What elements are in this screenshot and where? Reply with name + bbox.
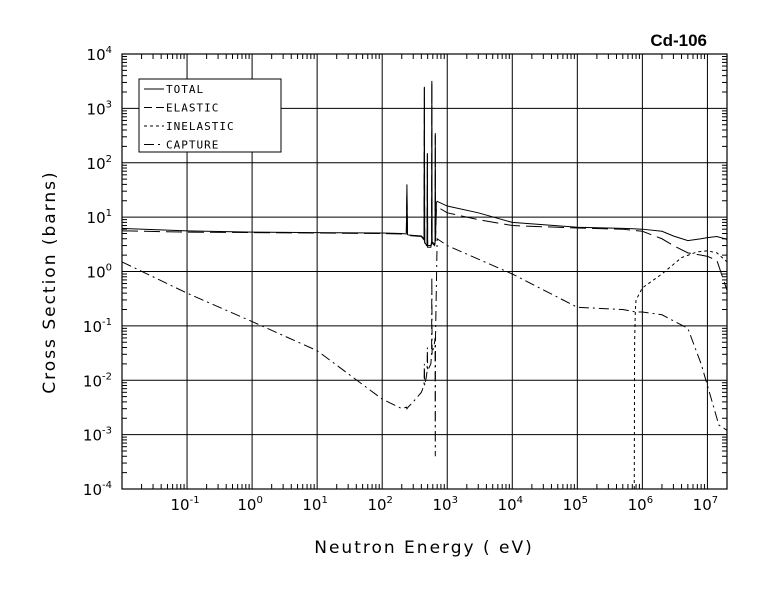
y-tick-label: 102	[87, 154, 112, 173]
x-axis-title: Neutron Energy ( eV)	[314, 538, 534, 558]
y-tick-label: 103	[87, 99, 112, 118]
x-tick-label: 106	[628, 495, 653, 514]
series-lines	[122, 80, 727, 489]
series-line-capture	[122, 237, 727, 457]
x-tick-label: 101	[302, 495, 327, 514]
x-tick-label: 103	[432, 495, 457, 514]
x-tick-label: 104	[498, 495, 523, 514]
y-tick-label: 101	[87, 208, 112, 227]
legend-label-elastic: ELASTIC	[166, 102, 219, 115]
x-axis-ticks: 10-1 100 101 102 103 104 105 106 107	[171, 495, 719, 514]
legend-label-capture: CAPTURE	[166, 139, 219, 152]
y-tick-label: 10-4	[83, 480, 112, 499]
y-tick-label: 104	[87, 45, 112, 64]
y-axis-ticks: 10-4 10-3 10-2 10-1 100 101 102 103 104	[83, 45, 112, 499]
y-tick-label: 10-1	[83, 317, 112, 336]
legend: TOTAL ELASTIC INELASTIC CAPTURE	[138, 78, 282, 153]
x-tick-label: 105	[563, 495, 588, 514]
legend-box	[138, 78, 282, 153]
legend-label-total: TOTAL	[166, 83, 204, 96]
x-tick-label: 100	[237, 495, 262, 514]
y-tick-label: 10-3	[83, 426, 112, 445]
x-tick-label: 10-1	[171, 495, 200, 514]
y-axis-title: Cross Section (barns)	[40, 170, 60, 393]
series-line-inelastic	[633, 250, 727, 489]
series-line-elastic	[122, 82, 727, 291]
x-tick-label: 107	[693, 495, 718, 514]
minor-ticks	[122, 54, 727, 489]
chart-title: Cd-106	[650, 31, 707, 50]
y-tick-label: 100	[87, 263, 112, 282]
legend-label-inelastic: INELASTIC	[166, 120, 235, 133]
plot-frame	[121, 53, 728, 490]
x-tick-label: 102	[367, 495, 392, 514]
y-tick-label: 10-2	[83, 371, 112, 390]
